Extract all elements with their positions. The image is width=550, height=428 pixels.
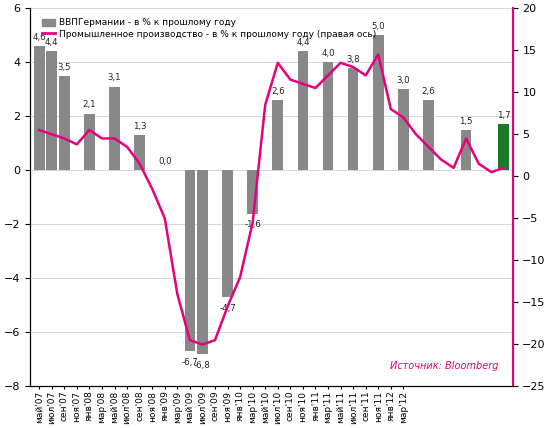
Text: -6,8: -6,8 — [194, 361, 211, 370]
Text: 0,0: 0,0 — [158, 157, 172, 166]
Bar — [59, 76, 70, 170]
Bar — [134, 135, 145, 170]
Bar — [46, 51, 57, 170]
Legend: ВВПГермании - в % к прошлому году, Промышленное производство - в % к прошлому го: ВВПГермании - в % к прошлому году, Промы… — [40, 16, 378, 40]
Text: 4,4: 4,4 — [296, 39, 310, 48]
Bar — [461, 130, 471, 170]
Text: -1,6: -1,6 — [244, 220, 261, 229]
Bar — [34, 46, 45, 170]
Text: 4,6: 4,6 — [32, 33, 46, 42]
Text: -4,7: -4,7 — [219, 304, 236, 313]
Bar — [298, 51, 308, 170]
Text: 2,6: 2,6 — [422, 87, 435, 96]
Text: 5,0: 5,0 — [371, 22, 385, 31]
Text: 3,0: 3,0 — [397, 76, 410, 85]
Text: 3,1: 3,1 — [108, 74, 122, 83]
Bar — [498, 125, 509, 170]
Text: 2,6: 2,6 — [271, 87, 284, 96]
Text: 1,3: 1,3 — [133, 122, 146, 131]
Bar — [348, 68, 359, 170]
Bar — [185, 170, 195, 351]
Bar — [323, 62, 333, 170]
Bar — [272, 100, 283, 170]
Bar — [373, 35, 383, 170]
Bar — [222, 170, 233, 297]
Bar — [248, 170, 258, 214]
Text: -6,7: -6,7 — [182, 358, 198, 367]
Bar — [197, 170, 208, 354]
Text: 3,8: 3,8 — [346, 54, 360, 63]
Text: 1,7: 1,7 — [497, 111, 510, 120]
Text: Источник: Bloomberg: Источник: Bloomberg — [389, 361, 498, 371]
Bar — [109, 86, 120, 170]
Text: 3,5: 3,5 — [58, 62, 71, 71]
Text: 1,5: 1,5 — [459, 117, 473, 126]
Text: 2,1: 2,1 — [82, 101, 96, 110]
Bar — [398, 89, 409, 170]
Text: 4,4: 4,4 — [45, 39, 58, 48]
Bar — [423, 100, 434, 170]
Text: 4,0: 4,0 — [321, 49, 335, 58]
Bar — [84, 113, 95, 170]
